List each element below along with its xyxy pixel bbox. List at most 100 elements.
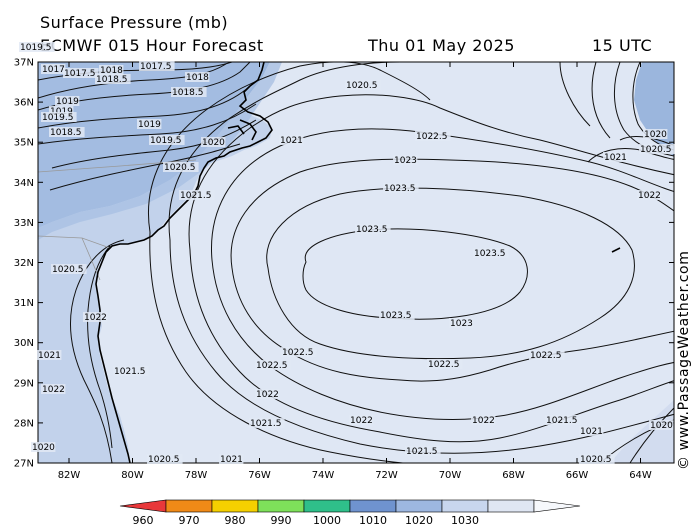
isobar-label: 1022.5 [282,348,314,358]
copyright-notice: © www.PassageWeather.com [676,250,692,470]
isobar-label-bg [249,418,285,428]
colorbar-segment [211,499,259,513]
isobar-label: 1021 [38,351,61,361]
isobar-label-bg [95,74,131,84]
isobar-label-bg [37,350,62,360]
isobar-label-bg [31,442,56,452]
isobar-label-bg [529,350,565,360]
isobar-label: 1018 [186,73,209,83]
colorbar-tick-label: 990 [271,514,292,525]
isobar-label: 1022 [350,416,373,426]
colorbar-tick-label: 960 [133,514,154,525]
colorbar-segment [441,499,489,513]
colorbar-segment [487,499,535,513]
colorbar-tick-label: 970 [179,514,200,525]
isobar-label: 1020.5 [346,81,378,91]
isobar-label: 1018.5 [50,128,82,138]
isobar-label: 1022 [638,191,661,201]
lat-label: 31N [14,298,34,309]
lon-label: 80W [121,470,144,481]
isobar-label-bg [147,454,183,464]
pressure-shading [38,62,674,463]
isobar-label-bg [579,454,615,464]
lon-label: 82W [58,470,81,481]
lat-label: 32N [14,258,34,269]
isobar-label: 1022 [42,385,65,395]
isobar-label-bg [473,248,509,258]
longitude-labels: 82W 80W 78W 76W 74W 72W 70W 68W 66W 64W [58,470,652,481]
isobar-label-bg [139,61,175,71]
coastline [95,62,621,463]
isobar-label-bg [579,426,604,436]
isobar-label-bg [405,446,441,456]
lon-label: 72W [375,470,398,481]
isobar-label: 1020.5 [580,455,612,465]
latitude-labels: 37N 36N 35N 34N 33N 32N 31N 30N 29N 28N 27N [14,58,34,470]
colorbar-segment [395,499,443,513]
isobar-label: 1021.5 [546,416,578,426]
isobar-label: 1020.5 [148,455,180,465]
isobar-label: 1022.5 [428,360,460,370]
colorbar-segment [533,499,581,513]
isobar-label: 1023 [450,319,473,329]
lat-label: 34N [14,178,34,189]
isobar-label: 1020.5 [164,163,196,173]
isobar-label: 1019.5 [20,43,52,53]
isobar-label-bg [427,359,463,369]
isobar-label: 1020 [650,421,673,431]
isobar-label-bg [137,119,162,129]
isobar-label-bg [51,264,87,274]
isobar-label-bg [41,64,66,74]
lat-label: 27N [14,459,34,470]
isobar-label: 1018 [100,66,123,76]
lat-label: 35N [14,138,34,149]
isobar-label: 1021 [280,136,303,146]
isobar-label: 1022.5 [416,132,448,142]
isobar-label: 1020.5 [52,265,84,275]
chart-title: Surface Pressure (mb) [40,13,229,32]
colorbar-tick-label: 1010 [359,514,387,525]
isobar-label: 1021 [580,427,603,437]
isobar-label-bg [99,65,124,75]
isobar-label-bg [185,72,210,82]
isobar-label-bg [545,415,581,425]
colorbar-segment [165,499,213,513]
isobar-label-bg [379,310,415,320]
isobar-label-bg [603,152,628,162]
isobar-label-bg [383,183,419,193]
isobar-label: 1023.5 [380,311,412,321]
isobar-label-bg [149,135,185,145]
isobar-label-bg [637,190,662,200]
colorbar-tick-label: 1020 [405,514,433,525]
isobar-label-bg [41,112,77,122]
isobar-label-bg [255,389,280,399]
colorbar-tick-label: 1030 [451,514,479,525]
valid-time: 15 UTC [592,36,653,55]
isobar-label: 1021.5 [114,367,146,377]
colorbar-tick-label: 980 [225,514,246,525]
lat-label: 29N [14,378,34,389]
isobar-label: 1023 [394,156,417,166]
isobar-label: 1022.5 [530,351,562,361]
isobar-label-bg [201,137,226,147]
lon-label: 64W [629,470,652,481]
isobar-label: 1019 [138,120,161,130]
isobar-label-bg [113,366,149,376]
isobar-label-bg [355,224,391,234]
lon-label: 70W [439,470,462,481]
colorbar-segment [303,499,351,513]
isobar-label-bg [415,131,451,141]
isobar-label-bg [345,80,381,90]
isobar-label: 1021 [220,455,243,465]
lat-label: 28N [14,418,34,429]
isobar-label: 1021.5 [250,419,282,429]
isobar-label: 1020 [644,130,667,140]
isobar-label-bg [163,162,199,172]
isobar-label-bg [63,68,99,78]
isobar-label: 1022 [256,390,279,400]
lat-label: 33N [14,218,34,229]
isobar-label-bg [219,454,244,464]
isobar-label-bg [255,360,291,370]
isobar-label-bg [643,129,668,139]
